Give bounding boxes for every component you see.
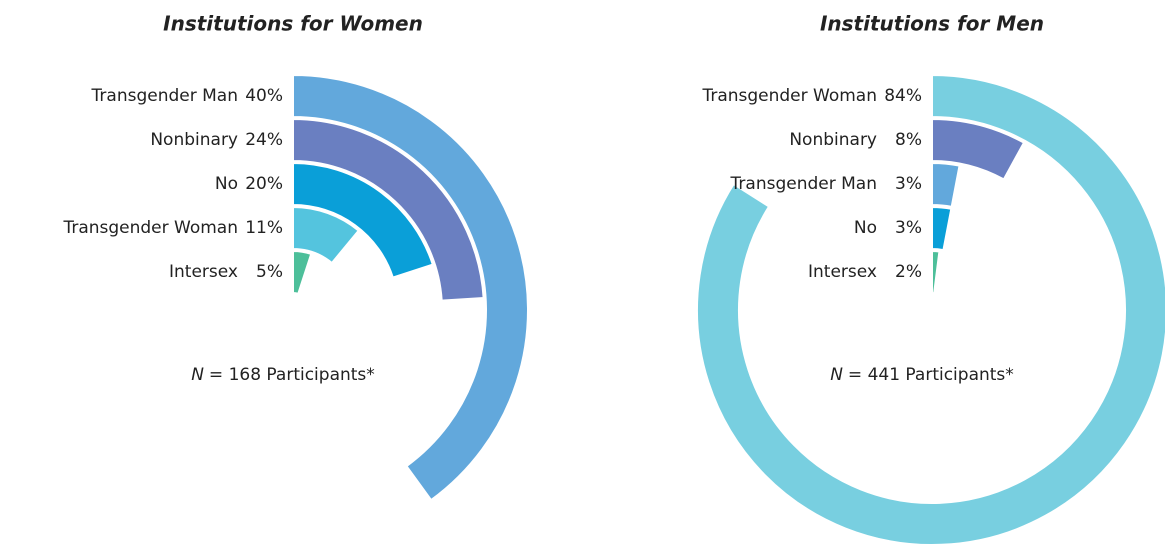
note-text: = 441 Participants* — [848, 365, 1014, 385]
category-label: Nonbinary — [150, 130, 238, 150]
note: N = 441 Participants* — [830, 365, 1014, 385]
category-label: No — [215, 174, 238, 194]
value-label: 5% — [256, 262, 283, 282]
category-label: Intersex — [808, 262, 877, 282]
value-label: 3% — [895, 174, 922, 194]
value-label: 11% — [245, 218, 283, 238]
value-label: 24% — [245, 130, 283, 150]
radial-bar — [931, 205, 953, 252]
category-label: Transgender Woman — [62, 218, 238, 238]
category-label: Nonbinary — [789, 130, 877, 150]
radial-bar — [292, 117, 485, 302]
value-label: 84% — [884, 86, 922, 106]
category-label: Intersex — [169, 262, 238, 282]
note-symbol: N — [191, 365, 204, 385]
category-label: Transgender Woman — [701, 86, 877, 106]
value-label: 8% — [895, 130, 922, 150]
note-symbol: N — [830, 365, 843, 385]
note: N = 168 Participants* — [191, 365, 375, 385]
radial-bar — [292, 249, 313, 296]
value-label: 2% — [895, 262, 922, 282]
radial-bar — [696, 73, 1165, 546]
radial-bar — [931, 249, 941, 295]
value-label: 40% — [245, 86, 283, 106]
chart-title: Institutions for Women — [163, 12, 423, 36]
radial-bar — [292, 73, 529, 502]
chart-title: Institutions for Men — [820, 12, 1044, 36]
radial-bar — [931, 161, 961, 209]
note-text: = 168 Participants* — [209, 365, 375, 385]
category-label: Transgender Man — [91, 86, 238, 106]
radial-bar — [931, 117, 1026, 181]
category-label: Transgender Man — [730, 174, 877, 194]
value-label: 3% — [895, 218, 922, 238]
category-label: No — [854, 218, 877, 238]
radial-bar — [292, 205, 361, 265]
radial-bar — [292, 161, 435, 279]
value-label: 20% — [245, 174, 283, 194]
